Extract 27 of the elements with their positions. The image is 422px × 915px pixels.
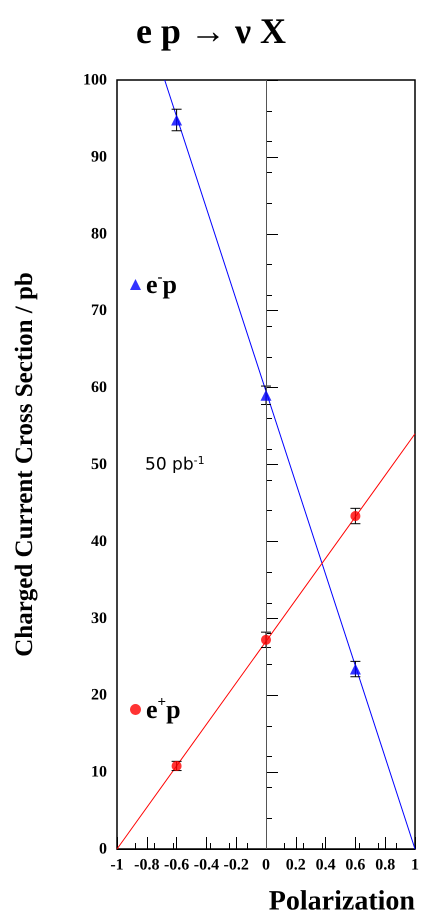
y-tick-label: 80 [91, 225, 107, 242]
y-tick-label: 30 [91, 610, 107, 627]
y-tick-label: 10 [91, 764, 107, 781]
y-tick-label: 60 [91, 379, 107, 396]
chart-title: e p → ν X [136, 11, 286, 51]
x-tick-label: 1 [411, 856, 419, 874]
x-axis-title: Polarization [268, 886, 416, 915]
y-tick-label: 70 [91, 302, 107, 320]
x-tick-label: 0.8 [375, 856, 396, 874]
x-tick-label: -0.4 [194, 856, 220, 874]
y-tick-label: 100 [83, 72, 107, 88]
x-tick-label: 0.2 [286, 856, 306, 874]
x-tick-label: -0.2 [224, 856, 249, 874]
y-tick-label: 50 [91, 456, 107, 473]
y-tick-label: 0 [99, 840, 107, 858]
legend-label: e+p [146, 694, 181, 724]
x-tick-label: -0.6 [164, 856, 190, 874]
x-tick-label: 0 [262, 856, 270, 874]
y-axis-title: Charged Current Cross Section / pb [11, 272, 38, 657]
y-tick-label: 20 [91, 686, 107, 704]
x-tick-label: 0.6 [345, 856, 366, 874]
x-tick-label: 0.4 [316, 856, 336, 874]
y-tick-label: 40 [91, 532, 107, 550]
y-tick-label: 90 [91, 148, 107, 166]
legend-label: e-p [146, 270, 178, 299]
x-tick-label: -1 [110, 856, 124, 874]
x-tick-label: -0.8 [134, 856, 160, 874]
